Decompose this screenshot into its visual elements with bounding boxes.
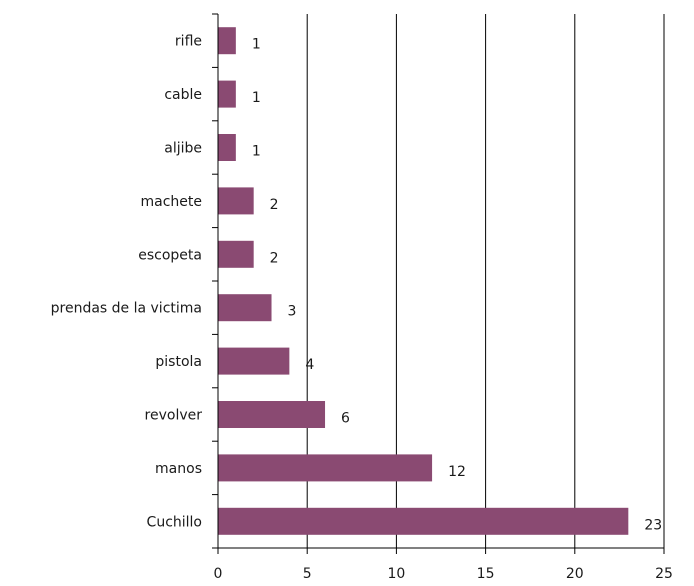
category-label-6: pistola: [155, 354, 202, 370]
bar-machete: [218, 187, 254, 215]
data-label-0: 1: [252, 37, 261, 53]
bar-pistola: [218, 347, 290, 375]
data-label-6: 4: [305, 357, 314, 373]
category-label-5: prendas de la victima: [51, 301, 202, 317]
bar-escopeta: [218, 240, 254, 268]
bar-prendas-de-la-victima: [218, 294, 272, 322]
data-label-7: 6: [341, 411, 350, 427]
category-label-7: revolver: [145, 408, 203, 424]
x-tick-label-20: 20: [566, 566, 584, 582]
bar-manos: [218, 454, 433, 482]
category-label-8: manos: [155, 461, 202, 477]
x-tick-label-25: 25: [655, 566, 673, 582]
x-tick-label-15: 15: [477, 566, 495, 582]
axes: [212, 13, 665, 554]
category-label-3: machete: [140, 194, 202, 210]
category-label-2: aljibe: [164, 141, 202, 157]
x-tick-label-10: 10: [387, 566, 405, 582]
bar-cable: [218, 80, 236, 108]
bars: [218, 27, 629, 535]
category-label-9: Cuchillo: [147, 514, 202, 530]
data-label-9: 23: [644, 517, 662, 533]
labels: rifle 1 cable 1 aljibe 1 machete 2 escopeta 2 pren…: [51, 34, 673, 582]
bar-cuchillo: [218, 507, 629, 535]
data-label-3: 2: [270, 197, 279, 213]
category-label-0: rifle: [175, 34, 202, 50]
x-tick-label-0: 0: [214, 566, 223, 582]
bar-rifle: [218, 27, 236, 55]
data-label-2: 1: [252, 144, 261, 160]
bar-revolver: [218, 401, 326, 428]
bar-aljibe: [218, 134, 236, 161]
data-label-8: 12: [448, 464, 466, 480]
category-label-4: escopeta: [138, 247, 202, 263]
data-label-4: 2: [270, 250, 279, 266]
data-label-5: 3: [288, 304, 297, 320]
category-label-1: cable: [164, 87, 202, 103]
x-tick-label-5: 5: [303, 566, 312, 582]
data-label-1: 1: [252, 90, 261, 106]
